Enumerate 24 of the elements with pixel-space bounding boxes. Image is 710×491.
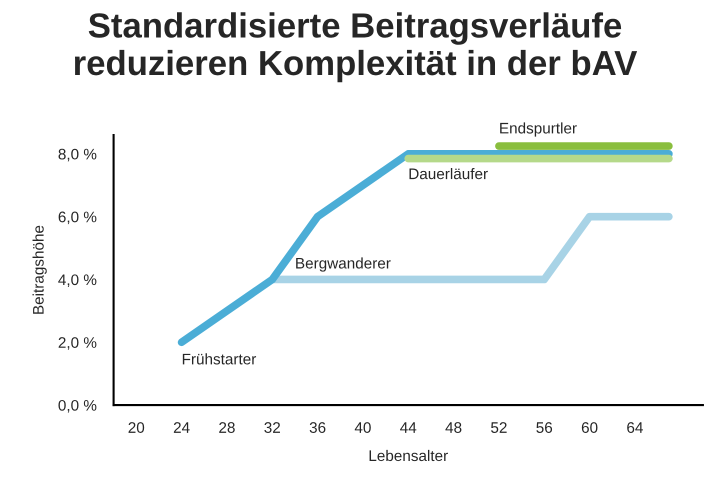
y-tick-label: 2,0 %	[58, 337, 96, 350]
x-tick-label: 32	[264, 422, 280, 433]
x-tick-label: 64	[627, 422, 643, 433]
x-tick-label: 44	[400, 422, 416, 433]
x-tick-label: 24	[174, 422, 190, 433]
y-axis-title: Beitragshöhe	[32, 226, 47, 314]
x-tick-label: 48	[445, 422, 462, 433]
x-tick-label: 36	[310, 422, 326, 433]
x-tick-label: 52	[491, 422, 507, 433]
y-tick-label: 4,0 %	[58, 274, 96, 287]
chart-title: Standardisierte Beitragsverläufe reduzieren Komplexität in der bAV	[74, 12, 638, 82]
series-label: Bergwanderer	[296, 257, 391, 272]
x-axis-title: Lebensalter	[370, 450, 448, 462]
y-tick-label: 8,0 %	[58, 148, 96, 162]
series-label: Endspurtler	[500, 122, 577, 137]
x-tick-label: 20	[128, 422, 144, 433]
x-tick-label: 56	[536, 422, 552, 433]
y-tick-label: 6,0 %	[58, 212, 96, 224]
y-tick-label: 0,0 %	[58, 400, 96, 413]
series-label: Dauerläufer	[410, 168, 488, 180]
series-label: Frühstarter	[182, 353, 256, 364]
x-tick-label: 40	[354, 422, 371, 433]
x-tick-label: 28	[219, 422, 235, 433]
x-tick-label: 60	[582, 422, 598, 433]
